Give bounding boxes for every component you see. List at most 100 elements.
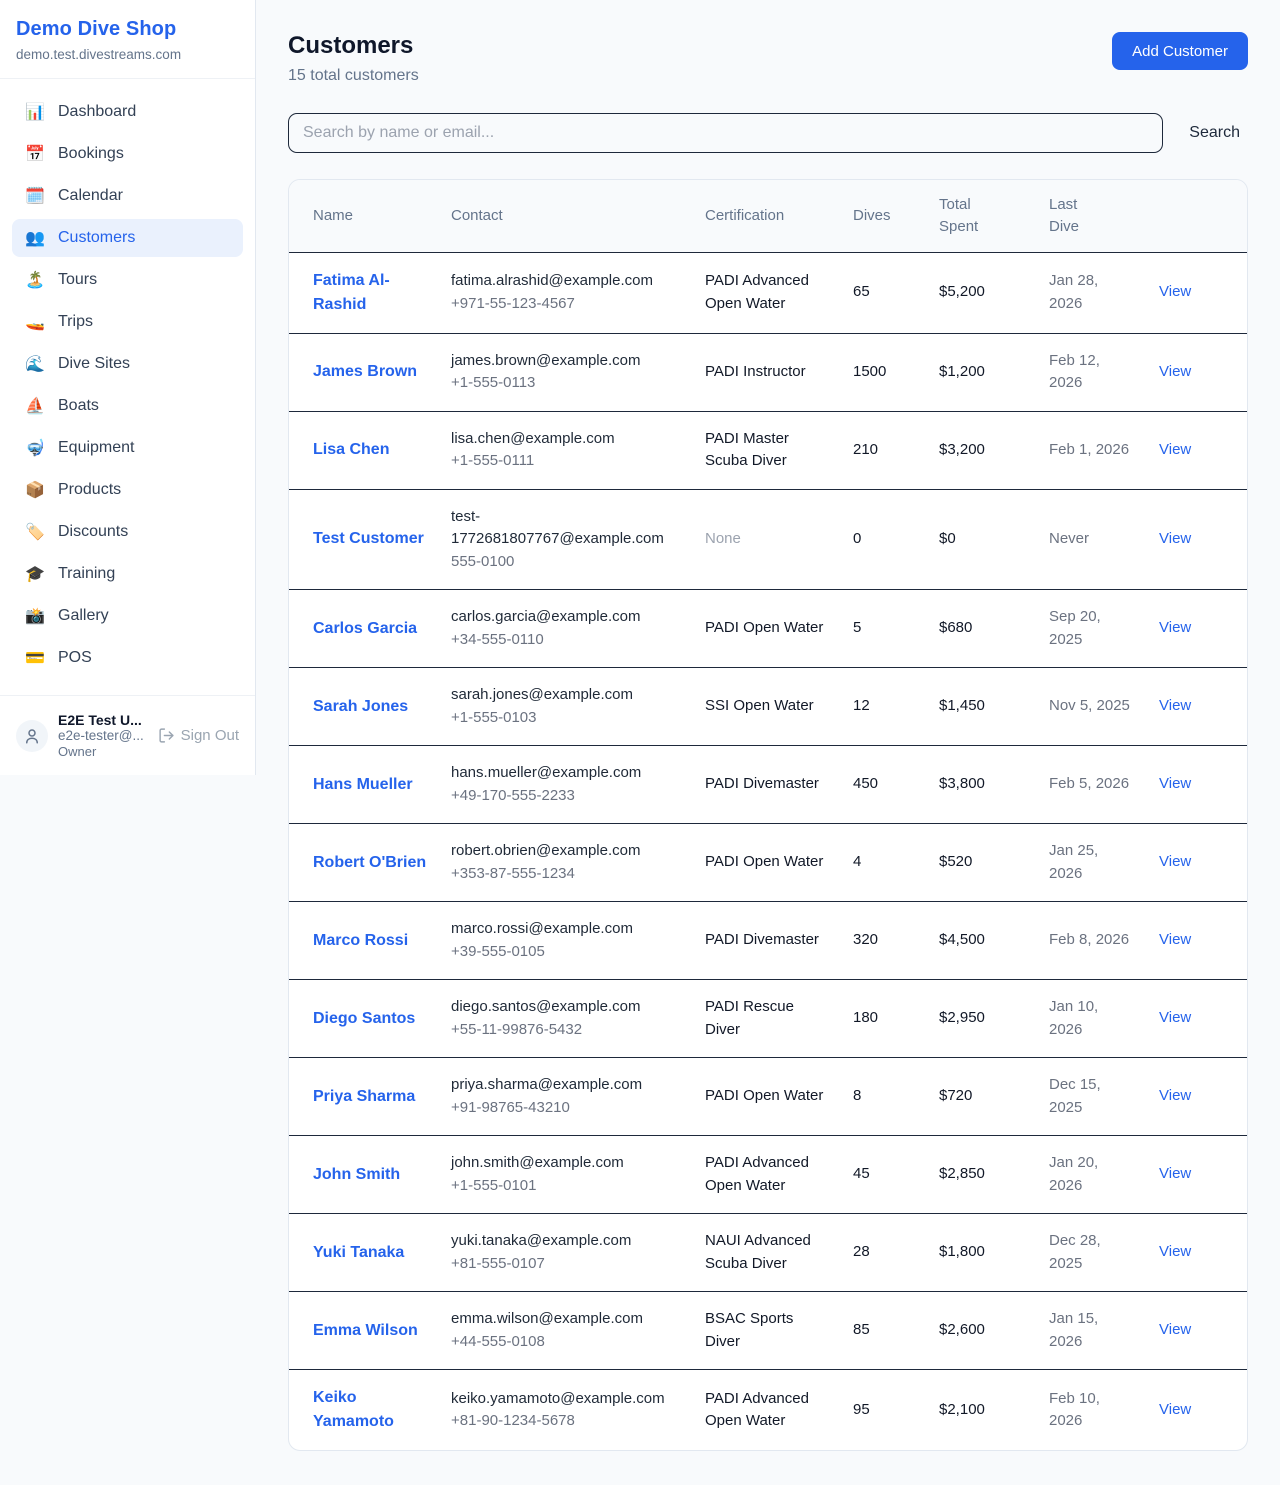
view-customer-link[interactable]: View	[1159, 853, 1192, 871]
customer-contact: priya.sharma@example.com +91-98765-43210	[439, 1057, 693, 1136]
sidebar-item-customers[interactable]: 👥 Customers	[12, 219, 243, 257]
customer-dives: 450	[841, 745, 927, 824]
sidebar-item-pos[interactable]: 💳 POS	[12, 639, 243, 677]
customer-last-dive: Jan 15, 2026	[1037, 1291, 1147, 1370]
nav-icon: 💳	[25, 650, 45, 667]
customer-name-link[interactable]: John Smith	[313, 1165, 401, 1183]
customer-total-spent: $5,200	[927, 252, 1037, 334]
customer-dives: 45	[841, 1135, 927, 1214]
sidebar-item-gallery[interactable]: 📸 Gallery	[12, 597, 243, 635]
customer-email: hans.mueller@example.com	[451, 764, 642, 781]
table-row: Fatima Al-Rashid fatima.alrashid@example…	[289, 252, 1247, 334]
customer-name-link[interactable]: Sarah Jones	[313, 697, 409, 715]
view-customer-link[interactable]: View	[1159, 362, 1192, 380]
customer-certification: PADI Advanced Open Water	[693, 1135, 841, 1214]
customer-name-link[interactable]: Keiko Yamamoto	[313, 1389, 394, 1430]
view-customer-link[interactable]: View	[1159, 530, 1192, 547]
column-header: Name	[289, 180, 439, 253]
customer-certification: PADI Advanced Open Water	[705, 1389, 809, 1430]
customer-total-spent: $2,600	[927, 1291, 1037, 1370]
search-input[interactable]	[288, 113, 1164, 153]
customer-total-spent: $1,450	[927, 667, 1037, 746]
view-customer-link[interactable]: View	[1159, 697, 1192, 715]
sign-out-button[interactable]: Sign Out	[158, 727, 239, 744]
customer-name-link[interactable]: Robert O'Brien	[313, 853, 427, 871]
customer-phone: +81-90-1234-5678	[451, 1412, 575, 1429]
customer-contact: test-1772681807767@example.com 555-0100	[439, 489, 693, 590]
table-row: Carlos Garcia carlos.garcia@example.com …	[289, 589, 1247, 668]
customer-contact: john.smith@example.com +1-555-0101	[439, 1135, 693, 1214]
customer-dives: 5	[841, 589, 927, 668]
sidebar-item-label: Products	[58, 481, 122, 498]
customer-count: 15 total customers	[288, 67, 419, 84]
customer-last-dive: Dec 28, 2025	[1037, 1213, 1147, 1292]
customer-name-link[interactable]: Emma Wilson	[313, 1321, 418, 1339]
person-icon	[26, 728, 38, 743]
customer-name-link[interactable]: Carlos Garcia	[313, 619, 418, 637]
search-button[interactable]: Search	[1189, 124, 1248, 142]
customer-email: john.smith@example.com	[451, 1154, 624, 1171]
view-customer-link[interactable]: View	[1159, 283, 1192, 301]
customer-email: lisa.chen@example.com	[451, 429, 615, 447]
sidebar-item-discounts[interactable]: 🏷️ Discounts	[12, 513, 243, 551]
nav-icon: 📊	[25, 104, 45, 121]
column-header: Dives	[841, 180, 927, 253]
sidebar-item-boats[interactable]: ⛵ Boats	[12, 387, 243, 425]
customer-last-dive: Jan 10, 2026	[1037, 979, 1147, 1058]
sidebar-item-bookings[interactable]: 📅 Bookings	[12, 135, 243, 173]
sidebar-item-dashboard[interactable]: 📊 Dashboard	[12, 93, 243, 131]
customer-contact: diego.santos@example.com +55-11-99876-54…	[439, 979, 693, 1058]
customer-name-link[interactable]: Hans Mueller	[313, 775, 413, 793]
table-row: Lisa Chen lisa.chen@example.com +1-555-0…	[289, 411, 1247, 490]
view-customer-link[interactable]: View	[1159, 775, 1192, 793]
customer-dives: 320	[841, 901, 927, 980]
customer-name-link[interactable]: Fatima Al-Rashid	[313, 271, 390, 313]
customer-name-link[interactable]: Lisa Chen	[313, 441, 390, 458]
view-customer-link[interactable]: View	[1159, 1009, 1192, 1027]
sidebar-item-trips[interactable]: 🚤 Trips	[12, 303, 243, 341]
customer-dives: 4	[841, 823, 927, 902]
sidebar-item-equipment[interactable]: 🤿 Equipment	[12, 429, 243, 467]
view-customer-link[interactable]: View	[1159, 1087, 1192, 1105]
table-row: Diego Santos diego.santos@example.com +5…	[289, 979, 1247, 1058]
customer-certification: PADI Rescue Diver	[693, 979, 841, 1058]
customer-name-link[interactable]: Diego Santos	[313, 1009, 416, 1027]
sidebar-item-tours[interactable]: 🏝️ Tours	[12, 261, 243, 299]
customer-dives: 8	[841, 1057, 927, 1136]
table-header-row: Name Contact Certification Dives Total Spent…	[289, 180, 1247, 253]
table-row: Marco Rossi marco.rossi@example.com +39-…	[289, 901, 1247, 980]
view-customer-link[interactable]: View	[1159, 440, 1192, 458]
customer-total-spent: $720	[927, 1057, 1037, 1136]
customer-last-dive: Feb 12, 2026	[1037, 333, 1147, 412]
add-customer-button[interactable]: Add Customer	[1112, 32, 1248, 70]
sidebar-item-calendar[interactable]: 🗓️ Calendar	[12, 177, 243, 215]
view-customer-link[interactable]: View	[1159, 619, 1192, 637]
sidebar-item-training[interactable]: 🎓 Training	[12, 555, 243, 593]
customer-last-dive: Nov 5, 2025	[1037, 667, 1147, 746]
customer-phone: +34-555-0110	[451, 630, 544, 648]
customer-name-link[interactable]: James Brown	[313, 363, 418, 380]
sidebar-header: Demo Dive Shop demo.test.divestreams.com	[0, 0, 255, 79]
customer-phone: +55-11-99876-5432	[451, 1020, 583, 1038]
view-customer-link[interactable]: View	[1159, 1321, 1192, 1339]
view-customer-link[interactable]: View	[1159, 1243, 1192, 1261]
customer-name-link[interactable]: Test Customer	[313, 530, 424, 548]
customer-name-link[interactable]: Marco Rossi	[313, 931, 409, 949]
customer-name-link[interactable]: Yuki Tanaka	[313, 1243, 405, 1261]
view-customer-link[interactable]: View	[1159, 1165, 1192, 1183]
customer-email: emma.wilson@example.com	[451, 1310, 643, 1327]
nav-icon: 🏷️	[25, 524, 45, 541]
logout-icon	[159, 728, 174, 743]
customer-dives: 0	[841, 489, 927, 590]
user-meta: E2E Test U... e2e-tester@... Owner	[58, 712, 148, 759]
sidebar-item-label: Dashboard	[58, 103, 137, 120]
page-title: Customers	[288, 32, 414, 59]
customer-total-spent: $4,500	[927, 901, 1037, 980]
view-customer-link[interactable]: View	[1159, 1400, 1192, 1418]
sidebar-item-products[interactable]: 📦 Products	[12, 471, 243, 509]
sidebar-item-label: Customers	[58, 229, 136, 246]
customer-name-link[interactable]: Priya Sharma	[313, 1087, 416, 1105]
sidebar-item-dive-sites[interactable]: 🌊 Dive Sites	[12, 345, 243, 383]
customer-email: marco.rossi@example.com	[451, 920, 633, 937]
view-customer-link[interactable]: View	[1159, 931, 1192, 949]
